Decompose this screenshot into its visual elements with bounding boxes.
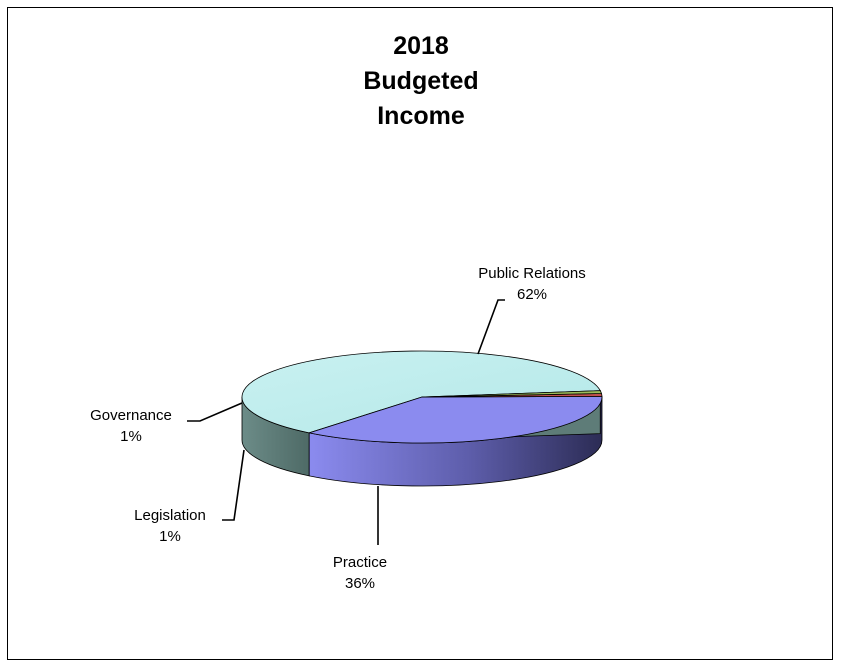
slice-percent-governance: 1% [120,428,142,445]
slice-percent-legislation: 1% [159,528,181,545]
leader-line-legislation [222,450,244,520]
slice-label-public-relations: Public Relations [478,265,586,282]
chart-title-line-2: Budgeted [363,67,478,95]
slice-percent-practice: 36% [345,575,375,592]
chart-title-line-3: Income [377,102,465,130]
slice-label-governance: Governance [90,407,172,424]
slice-percent-public-relations: 62% [517,286,547,303]
slice-label-practice: Practice [333,554,387,571]
chart-title-line-1: 2018 [393,32,449,60]
slice-label-legislation: Legislation [134,507,206,524]
leader-line-public-relations [478,300,505,354]
pie-slices [242,351,602,486]
leader-line-governance [187,403,242,421]
